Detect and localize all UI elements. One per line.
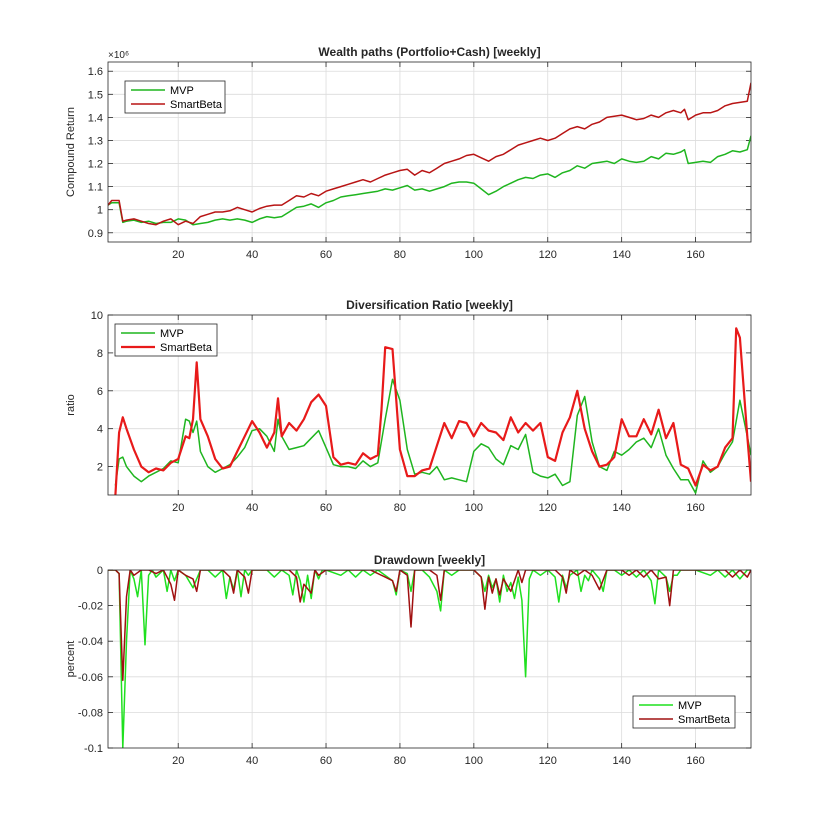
x-tick-label: 120 (539, 249, 557, 261)
series-group (108, 82, 751, 226)
y-tick-label: 1.3 (88, 135, 103, 147)
y-tick-label: 6 (97, 386, 103, 398)
x-tick-label: 160 (686, 502, 704, 514)
x-tick-label: 100 (465, 249, 483, 261)
legend-label-smartbeta: SmartBeta (170, 99, 223, 111)
y-axis-label: percent (65, 641, 77, 678)
x-tick-label: 80 (394, 755, 406, 767)
x-tick-label: 100 (465, 502, 483, 514)
series-group (114, 327, 751, 495)
y-tick-label: 1.1 (88, 182, 103, 194)
y-tick-label: 1 (97, 205, 103, 217)
x-tick-label: 140 (612, 502, 630, 514)
series-line-mvp (108, 135, 751, 226)
x-tick-label: 40 (246, 755, 258, 767)
y-tick-label: 1.2 (88, 159, 103, 171)
legend-label-mvp: MVP (170, 85, 194, 97)
axes-box (107, 61, 752, 243)
y-tick-label: 0.9 (88, 228, 103, 240)
series-line-smartbeta (114, 327, 751, 495)
y-tick-label: -0.1 (84, 743, 103, 755)
x-tick-label: 140 (612, 755, 630, 767)
x-tick-label: 120 (539, 755, 557, 767)
legend-box (114, 323, 218, 357)
y-tick-label: 4 (97, 424, 103, 436)
x-tick-label: 160 (686, 755, 704, 767)
chart-title: Drawdown [weekly] (374, 553, 485, 567)
series-line-smartbeta (108, 82, 751, 226)
chart-title: Diversification Ratio [weekly] (346, 298, 513, 312)
panel-drawdown: 20 40 60 80 100 120 140 160 -0.1 -0.08 -0.06 -0.04 -… (65, 553, 752, 767)
series-line-mvp (108, 570, 751, 748)
y-axis-label: ratio (65, 394, 77, 415)
legend-label-mvp: MVP (678, 700, 702, 712)
x-tick-label: 40 (246, 502, 258, 514)
series-line-smartbeta (108, 570, 751, 682)
y-tick-label: -0.06 (78, 672, 103, 684)
x-tick-label: 20 (172, 502, 184, 514)
y-tick-label: -0.04 (78, 636, 103, 648)
x-tick-label: 140 (612, 249, 630, 261)
legend-box (124, 80, 226, 114)
y-tick-label: 10 (91, 310, 103, 322)
panel-wealth-paths: 20 40 60 80 100 120 140 160 0.9 1 1.1 1.2 1.3 1.4 1.5 1… (65, 45, 752, 261)
legend-label-smartbeta: SmartBeta (678, 714, 731, 726)
x-tick-label: 80 (394, 502, 406, 514)
panel-diversification-ratio: 20 40 60 80 100 120 140 160 2 4 6 8 10 Diversificatio… (65, 298, 752, 514)
y-tick-label: 2 (97, 462, 103, 474)
y-tick-label: 1.5 (88, 89, 103, 101)
x-tick-label: 40 (246, 249, 258, 261)
axes-box (107, 314, 752, 496)
legend-box (632, 695, 736, 729)
x-tick-label: 160 (686, 249, 704, 261)
legend-label-smartbeta: SmartBeta (160, 342, 213, 354)
x-tick-label: 20 (172, 755, 184, 767)
y-exponent-label: ×10⁶ (108, 50, 129, 61)
x-tick-label: 60 (320, 755, 332, 767)
x-tick-label: 80 (394, 249, 406, 261)
y-tick-label: 1.4 (88, 112, 103, 124)
x-tick-label: 100 (465, 755, 483, 767)
y-tick-label: 8 (97, 348, 103, 360)
x-tick-label: 20 (172, 249, 184, 261)
x-tick-label: 60 (320, 502, 332, 514)
axes-box (107, 569, 752, 749)
series-group (108, 570, 751, 748)
y-tick-label: 0 (97, 565, 103, 577)
y-axis-label: Compound Return (65, 107, 77, 197)
y-tick-label: 1.6 (88, 66, 103, 78)
y-tick-label: -0.02 (78, 601, 103, 613)
y-tick-label: -0.08 (78, 707, 103, 719)
x-tick-label: 120 (539, 502, 557, 514)
chart-title: Wealth paths (Portfolio+Cash) [weekly] (318, 45, 540, 59)
legend-label-mvp: MVP (160, 328, 184, 340)
x-tick-label: 60 (320, 249, 332, 261)
